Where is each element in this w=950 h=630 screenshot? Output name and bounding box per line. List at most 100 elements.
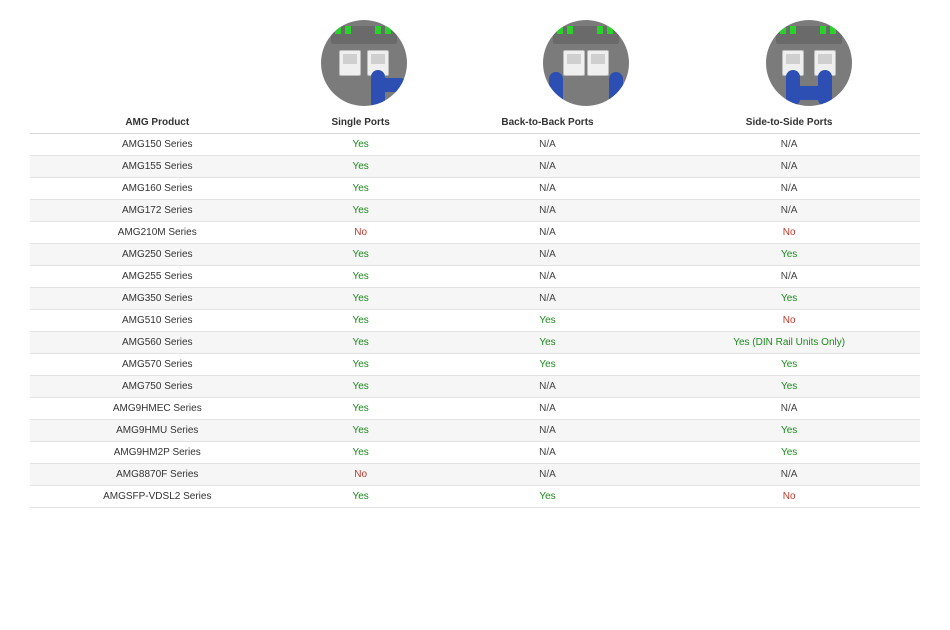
cell-back: N/A xyxy=(437,244,659,266)
header-image-row xyxy=(30,20,920,106)
cell-single: Yes xyxy=(285,266,437,288)
cell-product: AMG510 Series xyxy=(30,310,285,332)
cell-single: Yes xyxy=(285,420,437,442)
header-image-spacer xyxy=(30,20,253,106)
header-image-single-ports xyxy=(253,20,476,106)
port-diagram-side-to-side xyxy=(766,20,852,106)
cell-back: N/A xyxy=(437,376,659,398)
cell-back: N/A xyxy=(437,200,659,222)
cell-back: N/A xyxy=(437,398,659,420)
cell-side: No xyxy=(658,222,920,244)
cell-product: AMG9HMEC Series xyxy=(30,398,285,420)
cell-product: AMG172 Series xyxy=(30,200,285,222)
cell-back: N/A xyxy=(437,464,659,486)
cell-product: AMG210M Series xyxy=(30,222,285,244)
cell-side: N/A xyxy=(658,398,920,420)
header-image-side-to-side xyxy=(698,20,921,106)
table-row: AMG210M SeriesNoN/ANo xyxy=(30,222,920,244)
cell-back: Yes xyxy=(437,332,659,354)
header-image-back-to-back xyxy=(475,20,698,106)
cell-single: Yes xyxy=(285,486,437,508)
cell-product: AMG570 Series xyxy=(30,354,285,376)
cell-side: N/A xyxy=(658,200,920,222)
cell-product: AMG255 Series xyxy=(30,266,285,288)
table-row: AMG750 SeriesYesN/AYes xyxy=(30,376,920,398)
col-header-product: AMG Product xyxy=(30,112,285,134)
cell-product: AMG9HM2P Series xyxy=(30,442,285,464)
cell-back: N/A xyxy=(437,156,659,178)
cell-single: Yes xyxy=(285,288,437,310)
cell-side: Yes xyxy=(658,420,920,442)
cell-side: Yes xyxy=(658,354,920,376)
table-row: AMG570 SeriesYesYesYes xyxy=(30,354,920,376)
cell-single: Yes xyxy=(285,178,437,200)
cell-back: N/A xyxy=(437,420,659,442)
cell-single: Yes xyxy=(285,200,437,222)
cell-side: N/A xyxy=(658,134,920,156)
cell-side: Yes xyxy=(658,244,920,266)
compatibility-table: AMG Product Single Ports Back-to-Back Po… xyxy=(30,112,920,508)
cell-back: N/A xyxy=(437,266,659,288)
cell-side: N/A xyxy=(658,266,920,288)
cell-product: AMG9HMU Series xyxy=(30,420,285,442)
cell-back: N/A xyxy=(437,134,659,156)
table-row: AMG160 SeriesYesN/AN/A xyxy=(30,178,920,200)
table-row: AMG560 SeriesYesYesYes (DIN Rail Units O… xyxy=(30,332,920,354)
cell-product: AMG350 Series xyxy=(30,288,285,310)
cell-product: AMG750 Series xyxy=(30,376,285,398)
cell-product: AMG8870F Series xyxy=(30,464,285,486)
cell-product: AMG150 Series xyxy=(30,134,285,156)
cell-side: N/A xyxy=(658,464,920,486)
compatibility-table-wrap: AMG Product Single Ports Back-to-Back Po… xyxy=(30,20,920,508)
cell-single: Yes xyxy=(285,134,437,156)
table-row: AMG255 SeriesYesN/AN/A xyxy=(30,266,920,288)
cell-side: Yes xyxy=(658,376,920,398)
cell-single: Yes xyxy=(285,332,437,354)
cell-back: Yes xyxy=(437,310,659,332)
cell-single: Yes xyxy=(285,442,437,464)
cell-single: Yes xyxy=(285,310,437,332)
cell-side: Yes (DIN Rail Units Only) xyxy=(658,332,920,354)
cell-back: N/A xyxy=(437,288,659,310)
cell-product: AMG560 Series xyxy=(30,332,285,354)
cell-single: Yes xyxy=(285,244,437,266)
table-row: AMG8870F SeriesNoN/AN/A xyxy=(30,464,920,486)
col-header-single: Single Ports xyxy=(285,112,437,134)
table-header-row: AMG Product Single Ports Back-to-Back Po… xyxy=(30,112,920,134)
table-row: AMG510 SeriesYesYesNo xyxy=(30,310,920,332)
cell-back: N/A xyxy=(437,178,659,200)
cell-back: N/A xyxy=(437,442,659,464)
cell-back: Yes xyxy=(437,354,659,376)
cell-side: No xyxy=(658,486,920,508)
cell-single: Yes xyxy=(285,376,437,398)
table-row: AMG9HM2P SeriesYesN/AYes xyxy=(30,442,920,464)
cell-product: AMG155 Series xyxy=(30,156,285,178)
table-row: AMG155 SeriesYesN/AN/A xyxy=(30,156,920,178)
col-header-side: Side-to-Side Ports xyxy=(658,112,920,134)
cell-side: No xyxy=(658,310,920,332)
table-row: AMGSFP-VDSL2 SeriesYesYesNo xyxy=(30,486,920,508)
table-row: AMG9HMU SeriesYesN/AYes xyxy=(30,420,920,442)
table-row: AMG250 SeriesYesN/AYes xyxy=(30,244,920,266)
cell-product: AMG250 Series xyxy=(30,244,285,266)
cell-product: AMGSFP-VDSL2 Series xyxy=(30,486,285,508)
cell-single: Yes xyxy=(285,156,437,178)
col-header-back: Back-to-Back Ports xyxy=(437,112,659,134)
cell-side: N/A xyxy=(658,178,920,200)
cell-back: Yes xyxy=(437,486,659,508)
cell-product: AMG160 Series xyxy=(30,178,285,200)
cell-back: N/A xyxy=(437,222,659,244)
cell-single: No xyxy=(285,464,437,486)
cell-single: Yes xyxy=(285,398,437,420)
table-body: AMG150 SeriesYesN/AN/AAMG155 SeriesYesN/… xyxy=(30,134,920,508)
cell-single: No xyxy=(285,222,437,244)
port-diagram-single xyxy=(321,20,407,106)
cell-side: Yes xyxy=(658,288,920,310)
cell-side: Yes xyxy=(658,442,920,464)
table-row: AMG350 SeriesYesN/AYes xyxy=(30,288,920,310)
port-diagram-back-to-back xyxy=(543,20,629,106)
cell-side: N/A xyxy=(658,156,920,178)
cell-single: Yes xyxy=(285,354,437,376)
table-row: AMG172 SeriesYesN/AN/A xyxy=(30,200,920,222)
table-row: AMG9HMEC SeriesYesN/AN/A xyxy=(30,398,920,420)
